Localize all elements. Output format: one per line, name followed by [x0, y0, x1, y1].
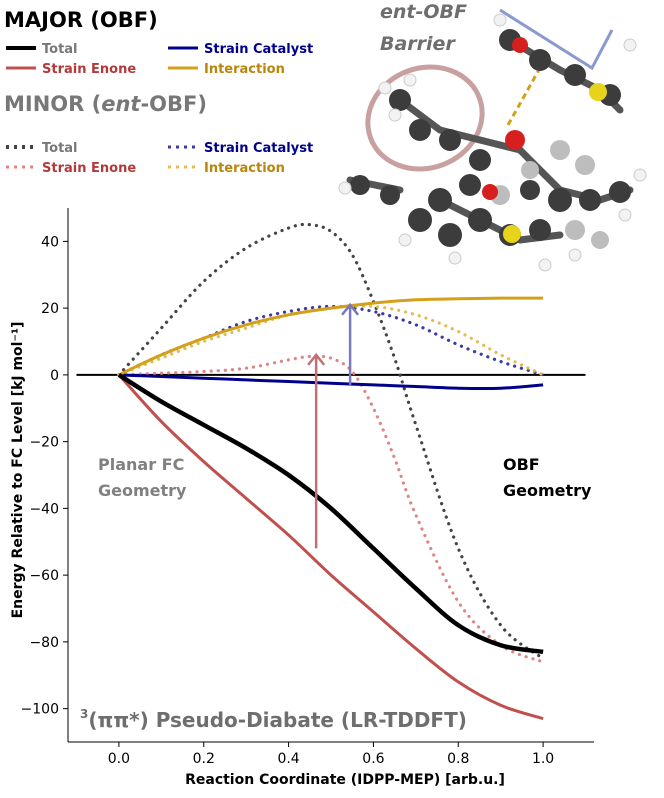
legend: MAJOR (OBF) Total Strain Enone Strain Ca… — [4, 8, 313, 176]
x-tick-label: 0.4 — [277, 751, 299, 767]
molecule-angle-marker — [499, 8, 614, 71]
series-layer — [117, 222, 545, 721]
y-axis-title: Energy Relative to FC Level [kJ mol⁻¹] — [10, 322, 26, 619]
molecule-illustration: ent-OBF Barrier — [338, 1, 647, 272]
x-ticks: 0.0 0.2 0.4 0.6 0.8 1.0 — [108, 742, 554, 767]
legend-label-strain-enone: Strain Enone — [42, 62, 136, 77]
legend-minor-title-prefix: MINOR ( — [4, 92, 101, 116]
annotation-bottom: 3(ππ*) Pseudo-Diabate (LR-TDDFT) — [80, 707, 467, 732]
y-tick-label: −100 — [21, 702, 59, 718]
series-minor-strain-enone — [117, 354, 545, 664]
legend-label-strain-enone-dotted: Strain Enone — [42, 161, 136, 176]
series-major-interaction — [118, 296, 544, 377]
legend-label-interaction-dotted: Interaction — [204, 161, 285, 176]
x-tick-label: 0.8 — [447, 751, 469, 767]
legend-label-strain-catalyst: Strain Catalyst — [204, 42, 313, 57]
series-major-strain-enone — [117, 373, 544, 721]
annotation-bottom-superscript: 3 — [80, 707, 88, 721]
molecule-highlight-ellipse — [365, 64, 485, 172]
molecule-interaction-dash — [506, 67, 542, 126]
x-tick-label: 0.0 — [108, 751, 130, 767]
series-minor-strain-catalyst — [117, 304, 545, 377]
axes — [67, 208, 594, 743]
series-major-strain-catalyst — [118, 373, 544, 391]
y-tick-label: −20 — [29, 435, 59, 451]
x-axis-title: Reaction Coordinate (IDPP-MEP) [arb.u.] — [185, 772, 505, 788]
legend-label-total-dotted: Total — [42, 141, 78, 156]
legend-minor-title-italic: ent — [101, 92, 141, 116]
molecule-sulfur-atoms — [503, 83, 607, 243]
legend-label-total: Total — [42, 42, 78, 57]
annotation-right-line2: Geometry — [503, 481, 592, 500]
legend-major-title: MAJOR (OBF) — [4, 8, 158, 32]
x-tick-label: 0.6 — [362, 751, 384, 767]
arrow-layer — [307, 302, 360, 549]
red-arrow-head — [307, 352, 326, 366]
molecule-label-line1: ent-OBF — [380, 1, 467, 23]
blue-arrow-head — [341, 302, 360, 316]
y-tick-label: 40 — [41, 234, 59, 250]
annotation-bottom-rest: (ππ*) Pseudo-Diabate (LR-TDDFT) — [88, 708, 467, 732]
y-tick-label: 0 — [50, 368, 59, 384]
molecule-oxygen-atoms — [482, 37, 528, 200]
y-tick-label: −40 — [29, 501, 59, 517]
legend-label-interaction: Interaction — [204, 62, 285, 77]
legend-label-strain-catalyst-dotted: Strain Catalyst — [204, 141, 313, 156]
molecule-label-line2: Barrier — [380, 33, 456, 55]
x-tick-label: 0.2 — [193, 751, 215, 767]
legend-minor-title: MINOR (ent-OBF) — [4, 92, 207, 116]
series-minor-interaction — [117, 304, 545, 377]
y-tick-label: 20 — [41, 301, 59, 317]
series-major-total — [117, 372, 544, 655]
y-ticks: 40 20 0 −20 −40 −60 −80 −100 — [21, 234, 68, 718]
legend-minor-title-suffix: -OBF) — [140, 92, 207, 116]
y-tick-label: −60 — [29, 568, 59, 584]
molecule-atoms — [350, 29, 631, 247]
x-tick-label: 1.0 — [532, 751, 554, 767]
molecule-hydrogen-atoms — [338, 13, 647, 272]
annotation-right-line1: OBF — [503, 455, 540, 474]
y-tick-label: −80 — [29, 635, 59, 651]
annotation-left-line1: Planar FC — [98, 455, 184, 474]
annotation-left-line2: Geometry — [98, 481, 187, 500]
